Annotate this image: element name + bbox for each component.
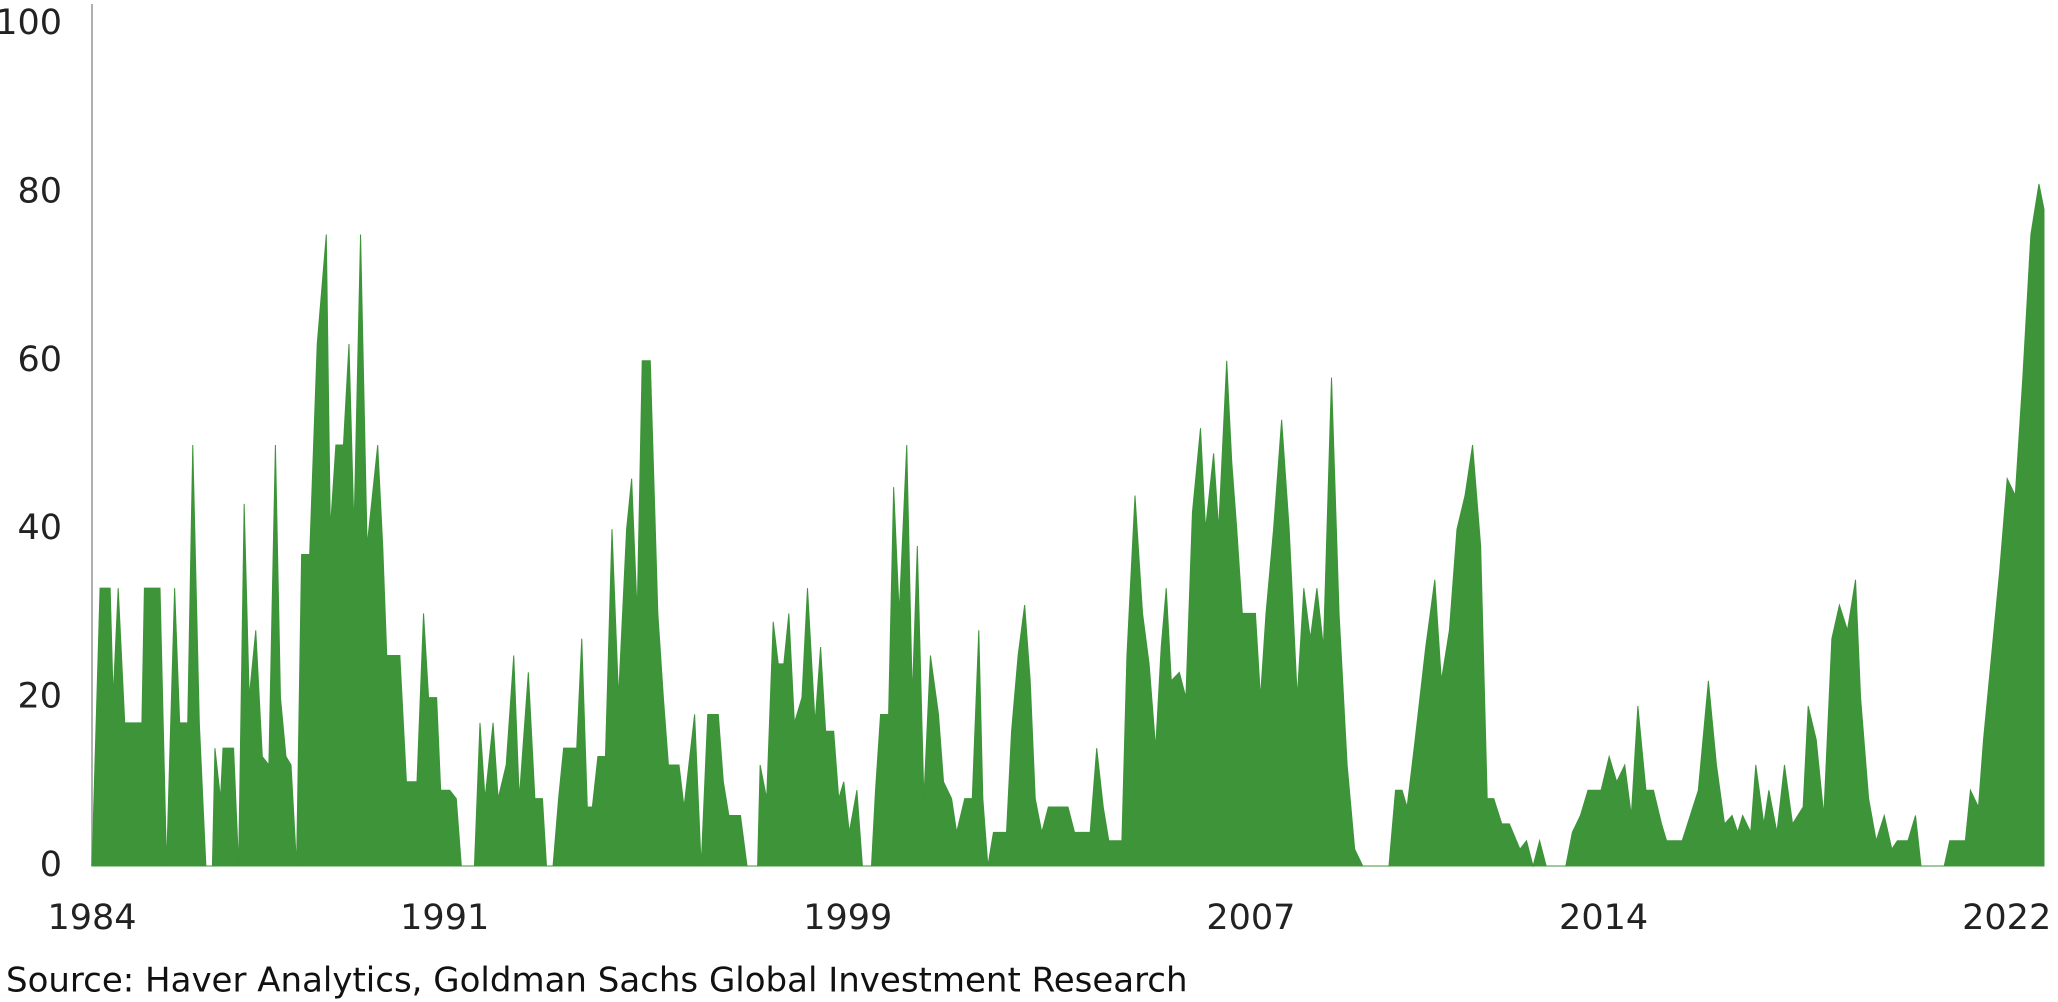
y-tick-label: 100 [0, 3, 62, 43]
y-tick-label: 80 [17, 171, 62, 211]
x-tick-label: 2007 [1206, 898, 1295, 938]
y-tick-label: 60 [17, 340, 62, 380]
y-tick-label: 0 [40, 845, 62, 885]
y-tick-label: 20 [17, 677, 62, 717]
x-tick-label: 1984 [47, 898, 136, 938]
source-note: Source: Haver Analytics, Goldman Sachs G… [6, 961, 1188, 1001]
x-tick-label: 1991 [400, 898, 489, 938]
x-tick-label: 2014 [1559, 898, 1648, 938]
x-tick-label: 1999 [803, 898, 892, 938]
y-tick-label: 40 [17, 508, 62, 548]
area [91, 183, 2045, 868]
x-tick-label: 2022 [1962, 898, 2051, 938]
